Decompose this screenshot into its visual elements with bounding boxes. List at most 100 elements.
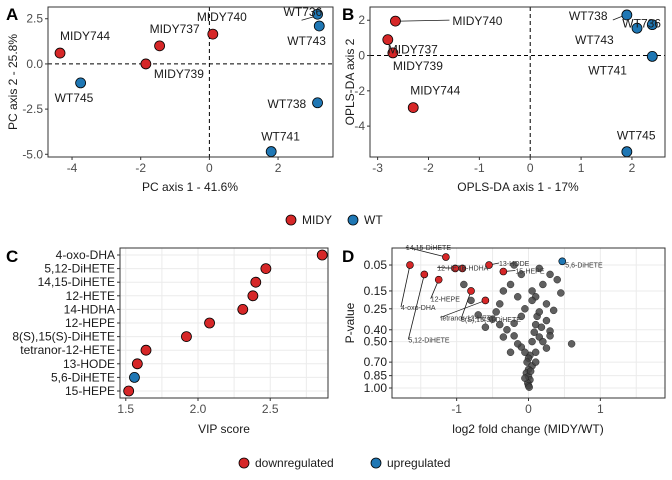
vip-point [260,263,272,275]
panel-tag-c: C [6,247,18,266]
data-point-wt741 [646,51,658,62]
label-leader [400,264,411,308]
legend-label: upregulated [387,456,450,470]
vip-point [129,371,140,383]
x-axis-title-b: OPLS-DA axis 1 - 17% [457,180,579,194]
y-tick-label: 2 [358,13,365,27]
label-leader [460,290,472,320]
vip-point [250,276,262,288]
panel-d: D 4-oxo-DHA 5,12-DiHETE 14,15-DiHETE 12-HET… [342,245,666,436]
volcano-point-highlighted [420,270,429,279]
point-label: 8(S),15(S)-DiHETE [461,317,521,324]
volcano-point-highlighted [499,267,508,276]
category-label: 8(S),15(S)-DiHETE [12,330,115,344]
point-label: 5,6-DiHETE [565,262,603,269]
volcano-point [523,358,531,366]
volcano-point [517,312,526,321]
x-tick-label: -2 [423,161,434,175]
label-leader [400,19,450,22]
point-label: WT745 [617,129,656,143]
point-label: 4-oxo-DHA [401,305,436,312]
point-label: WT741 [588,63,627,77]
y-tick-label: 0.25 [364,302,388,316]
volcano-point [537,323,546,331]
point-label: WT741 [261,130,300,144]
vip-point [131,358,143,370]
y-tick-label: 0.0 [26,57,43,71]
x-tick-label: 2.5 [262,402,279,416]
volcano-point-highlighted [485,261,493,269]
ticks-a: -4 -2 0 2 -5.0 -2.5 0.0 2.5 [22,12,281,175]
volcano-point [506,280,515,289]
plot-area-b [370,7,665,157]
y-tick-label: -2.5 [22,102,43,116]
point-label: 15-HEPE [515,269,545,276]
x-axis-title-d: log2 fold change (MIDY/WT) [452,422,603,436]
panel-tag-d: D [342,247,354,266]
category-label: 14-HDHA [64,302,115,316]
point-label: 13-HODE [499,261,530,268]
category-label: 13-HODE [63,357,115,371]
volcano-point [542,300,551,308]
point-label: WT738 [268,97,307,111]
volcano-point [492,308,500,316]
legend-label: WT [364,213,383,227]
legend-label: MIDY [302,213,332,227]
ticks-b: -3 -2 -1 0 1 2 -4 -2 0 2 [354,13,635,175]
point-label: MIDY740 [452,14,502,28]
label-leader [405,246,446,258]
point-label: MIDY739 [154,67,204,81]
volcano-point [557,289,565,297]
x-tick-label: -1 [451,402,462,416]
y-tick-label: 0.40 [364,323,388,337]
volcano-point-highlighted [458,264,467,273]
x-tick-label: 1.5 [117,402,134,416]
y-tick-label: -2 [354,84,365,98]
data-point-midy740 [390,15,401,27]
ticks-d: -1 0 1 0.05 0.15 0.25 0.400.50 0.700.851.00 [364,258,604,416]
volcano-point [546,332,554,340]
category-label: tetranor-12-HETE [20,343,115,357]
data-point-wt738 [312,97,323,109]
label-leader [612,15,624,21]
volcano-point [460,280,468,289]
point-label: MIDY737 [150,22,200,36]
vip-point [123,385,135,397]
y-axis-title-a: PC axis 2 - 25.8% [6,34,20,130]
volcano-point [499,333,508,341]
point-label: MIDY739 [393,59,443,73]
data-point-wt738 [621,9,633,21]
volcano-point [506,348,515,356]
category-label: 12-HEPE [65,316,115,330]
y-tick-label: 0.15 [364,284,388,298]
point-label: MIDY740 [197,10,247,24]
y-axis-title-d: P-value [343,302,357,343]
category-label: 14,15-DiHETE [38,275,115,289]
vip-point [204,317,215,329]
marks-a: MIDY744 MIDY737 MIDY739 MIDY740 WT745 WT736 WT… [48,5,333,157]
data-point-midy739 [140,58,152,70]
volcano-point [539,280,547,289]
volcano-point-highlighted [481,296,490,305]
x-tick-label: -3 [372,161,383,175]
ticks-c: 4-oxo-DHA5,12-DiHETE14,15-DiHETE12-HETE1… [12,248,279,416]
volcano-point [546,270,554,279]
x-tick-label: 1 [578,161,585,175]
x-tick-label: 2 [275,161,282,175]
volcano-point [542,344,551,352]
volcano-point [528,296,536,305]
category-label: 15-HEPE [65,384,115,398]
volcano-point [525,383,533,391]
volcano-point [510,332,518,340]
y-axis-title-b: OPLS-DA axis 2 [343,38,357,125]
data-point-wt736 [646,19,658,31]
point-label: 12-HETE [437,265,466,272]
volcano-point [474,311,482,319]
data-point-midy737 [154,40,165,52]
plot-frame-a [47,6,334,158]
volcano-point [549,306,558,315]
data-point-wt745 [75,77,87,89]
x-tick-label: 2 [629,161,636,175]
volcano-point [528,337,536,346]
